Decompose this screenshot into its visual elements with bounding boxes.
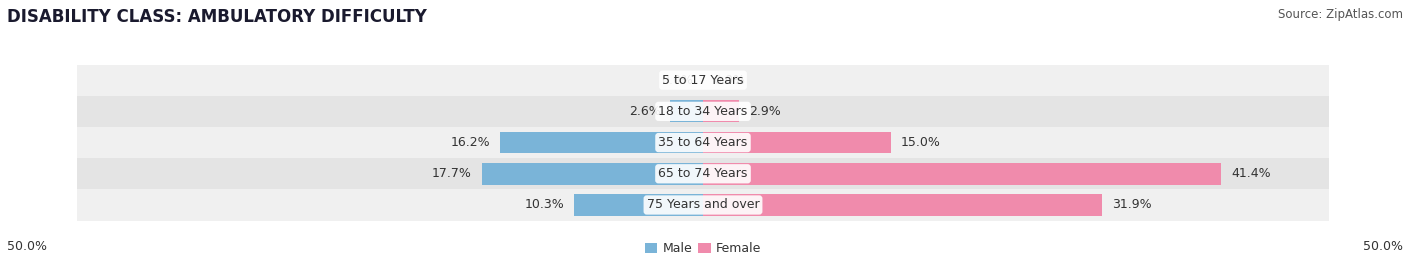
Bar	[703, 194, 1102, 216]
Bar	[671, 100, 703, 122]
Text: 17.7%: 17.7%	[432, 167, 471, 180]
Bar	[77, 65, 1329, 96]
Text: 65 to 74 Years: 65 to 74 Years	[658, 167, 748, 180]
Bar	[703, 100, 740, 122]
Bar	[77, 127, 1329, 158]
Legend: Male, Female: Male, Female	[640, 237, 766, 260]
Text: 50.0%: 50.0%	[1364, 240, 1403, 253]
Text: 75 Years and over: 75 Years and over	[647, 199, 759, 211]
Text: 0.0%: 0.0%	[661, 74, 693, 87]
Bar	[501, 132, 703, 154]
Bar	[481, 163, 703, 185]
Text: 18 to 34 Years: 18 to 34 Years	[658, 105, 748, 118]
Bar	[77, 158, 1329, 189]
Text: 10.3%: 10.3%	[524, 199, 564, 211]
Text: 35 to 64 Years: 35 to 64 Years	[658, 136, 748, 149]
Text: 15.0%: 15.0%	[901, 136, 941, 149]
Bar	[574, 194, 703, 216]
Text: 0.0%: 0.0%	[713, 74, 745, 87]
Bar	[703, 132, 891, 154]
Text: Source: ZipAtlas.com: Source: ZipAtlas.com	[1278, 8, 1403, 21]
Bar	[77, 189, 1329, 221]
Text: 5 to 17 Years: 5 to 17 Years	[662, 74, 744, 87]
Text: 41.4%: 41.4%	[1232, 167, 1271, 180]
Bar	[77, 96, 1329, 127]
Bar	[703, 163, 1220, 185]
Text: 2.9%: 2.9%	[749, 105, 782, 118]
Text: 50.0%: 50.0%	[7, 240, 46, 253]
Text: 16.2%: 16.2%	[451, 136, 491, 149]
Text: 31.9%: 31.9%	[1112, 199, 1152, 211]
Text: 2.6%: 2.6%	[628, 105, 661, 118]
Text: DISABILITY CLASS: AMBULATORY DIFFICULTY: DISABILITY CLASS: AMBULATORY DIFFICULTY	[7, 8, 427, 26]
